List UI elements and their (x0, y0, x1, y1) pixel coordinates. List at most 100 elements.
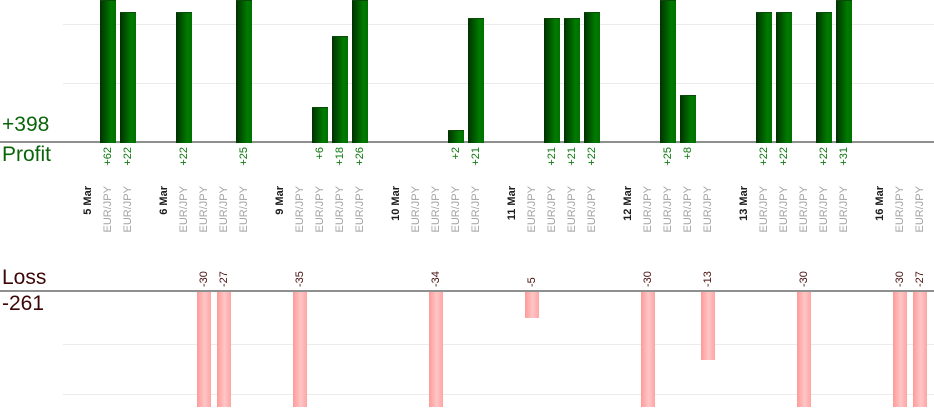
pair-tick-label: EUR/JPY (798, 186, 810, 233)
profit-axis-label: Profit (2, 143, 52, 166)
loss-gridline-10 (63, 344, 934, 345)
loss-bar-value: -5 (526, 277, 538, 287)
profit-bar-value: +22 (586, 147, 598, 166)
pair-tick-label: EUR/JPY (838, 186, 850, 233)
loss-bar (641, 292, 655, 407)
pair-tick-label: EUR/JPY (778, 186, 790, 233)
profit-gridline-20 (63, 24, 934, 25)
profit-bar-value: +22 (818, 147, 830, 166)
pair-tick-label: EUR/JPY (430, 186, 442, 233)
profit-axis-line (0, 141, 934, 143)
loss-bar (217, 292, 231, 407)
pair-tick-label: EUR/JPY (238, 186, 250, 233)
pair-tick-label: EUR/JPY (546, 186, 558, 233)
profit-bar-value: +8 (682, 147, 694, 160)
pair-tick-label: EUR/JPY (334, 186, 346, 233)
profit-bar-value: +25 (662, 147, 674, 166)
loss-bar-value: -27 (218, 271, 230, 287)
profit-bar-value: +21 (546, 147, 558, 166)
pair-tick-label: EUR/JPY (410, 186, 422, 233)
profit-bar (236, 0, 252, 143)
loss-bar-value: -30 (642, 271, 654, 287)
loss-bar-value: -30 (798, 271, 810, 287)
profit-bar (352, 0, 368, 143)
profit-bar (660, 0, 676, 143)
pair-tick-label: EUR/JPY (662, 186, 674, 233)
pair-tick-label: EUR/JPY (894, 186, 906, 233)
profit-bar-value: +22 (778, 147, 790, 166)
profit-bar (584, 12, 600, 143)
pair-tick-label: EUR/JPY (682, 186, 694, 233)
profit-bar (836, 0, 852, 143)
profit-bar-value: +22 (122, 147, 134, 166)
pair-tick-label: EUR/JPY (198, 186, 210, 233)
profit-total: +398 (2, 113, 50, 136)
profit-bar-value: +21 (470, 147, 482, 166)
loss-bar-value: -27 (914, 271, 926, 287)
loss-bar (293, 292, 307, 407)
loss-bar-value: -35 (294, 271, 306, 287)
loss-bar-value: -34 (430, 271, 442, 287)
pair-tick-label: EUR/JPY (122, 186, 134, 233)
pair-tick-label: EUR/JPY (294, 186, 306, 233)
profit-bar (448, 130, 464, 143)
profit-bar (816, 12, 832, 143)
pair-tick-label: EUR/JPY (102, 186, 114, 233)
date-tick-label: 5 Mar (82, 186, 94, 215)
pair-tick-label: EUR/JPY (642, 186, 654, 233)
date-tick-label: 10 Mar (390, 186, 402, 221)
pair-tick-label: EUR/JPY (218, 186, 230, 233)
pair-tick-label: EUR/JPY (450, 186, 462, 233)
loss-bar (913, 292, 927, 407)
profit-bar-value: +25 (238, 147, 250, 166)
profit-bar (776, 12, 792, 143)
profit-bar (332, 36, 348, 143)
loss-axis-line (0, 290, 934, 292)
profit-bar (468, 18, 484, 143)
loss-bar-value: -30 (894, 271, 906, 287)
profit-bar (680, 95, 696, 143)
pair-tick-label: EUR/JPY (314, 186, 326, 233)
profit-bar-value: +31 (838, 147, 850, 166)
loss-bar (797, 292, 811, 407)
loss-bar (893, 292, 907, 407)
profit-bar (564, 18, 580, 143)
loss-total: -261 (2, 292, 45, 315)
pair-tick-label: EUR/JPY (526, 186, 538, 233)
profit-bar-value: +2 (450, 147, 462, 160)
profit-bar-value: +22 (758, 147, 770, 166)
date-tick-label: 11 Mar (506, 186, 518, 221)
date-tick-label: 13 Mar (738, 186, 750, 221)
date-tick-label: 6 Mar (158, 186, 170, 215)
profit-bar-value: +6 (314, 147, 326, 160)
pair-tick-label: EUR/JPY (914, 186, 926, 233)
loss-bar-value: -13 (702, 271, 714, 287)
date-tick-label: 12 Mar (622, 186, 634, 221)
profit-bar-value: +62 (102, 147, 114, 166)
profit-bar (176, 12, 192, 143)
loss-bar (701, 292, 715, 360)
profit-bar (544, 18, 560, 143)
pair-tick-label: EUR/JPY (758, 186, 770, 233)
profit-bar (756, 12, 772, 143)
profit-gridline-10 (63, 83, 934, 84)
profit-bar (100, 0, 116, 143)
profit-bar-value: +21 (566, 147, 578, 166)
profit-bar (312, 107, 328, 143)
pair-tick-label: EUR/JPY (702, 186, 714, 233)
loss-bar (197, 292, 211, 407)
loss-bar (429, 292, 443, 407)
profit-bar-value: +18 (334, 147, 346, 166)
pair-tick-label: EUR/JPY (470, 186, 482, 233)
pair-tick-label: EUR/JPY (354, 186, 366, 233)
loss-bar-value: -30 (198, 271, 210, 287)
loss-bar (525, 292, 539, 318)
pair-tick-label: EUR/JPY (586, 186, 598, 233)
date-tick-label: 16 Mar (874, 186, 886, 221)
pair-tick-label: EUR/JPY (818, 186, 830, 233)
pair-tick-label: EUR/JPY (178, 186, 190, 233)
date-tick-label: 9 Mar (274, 186, 286, 215)
loss-axis-label: Loss (2, 266, 47, 289)
profit-bar-value: +26 (354, 147, 366, 166)
